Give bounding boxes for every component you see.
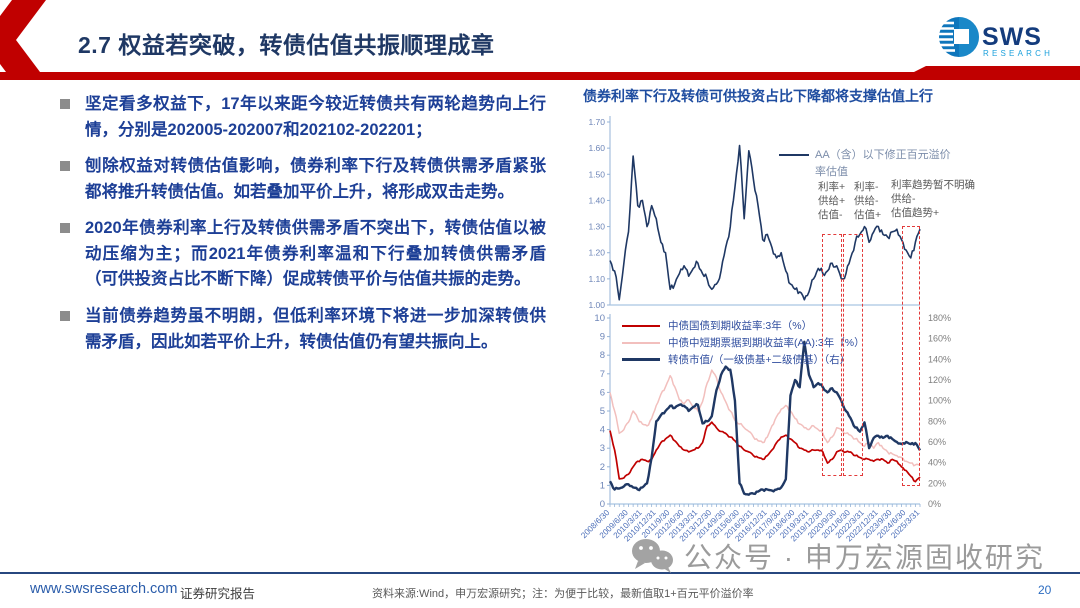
legend-line-sample bbox=[622, 341, 660, 344]
legend-line-sample bbox=[622, 358, 660, 361]
bullet-marker bbox=[60, 161, 70, 172]
legend-line-sample bbox=[779, 154, 809, 180]
svg-text:100%: 100% bbox=[928, 396, 951, 406]
legend-label: 中债中短期票据到期收益率(AA):3年（%） bbox=[668, 337, 865, 349]
svg-text:0: 0 bbox=[600, 499, 605, 510]
bottom-chart-legend: 中债国债到期收益率:3年（%） 中债中短期票据到期收益率(AA):3年（%） 转… bbox=[622, 317, 865, 368]
bullet-list: 坚定看多权益下，17年以来距今较近转债共有两轮趋势向上行情，分别是202005-… bbox=[60, 92, 546, 366]
logo-text: SWS bbox=[982, 23, 1042, 51]
svg-text:4: 4 bbox=[600, 425, 605, 436]
legend-row: 转债市值/（一级债基+二级债基）（右） bbox=[622, 351, 865, 368]
bullet-item: 刨除权益对转债估值影响，债券利率下行及转债供需矛盾紧张都将推升转债估值。如若叠加… bbox=[60, 154, 546, 205]
top-chart-legend: AA（含）以下修正百元溢价率估值 bbox=[779, 147, 955, 180]
bullet-text: 坚定看多权益下，17年以来距今较近转债共有两轮趋势向上行情，分别是202005-… bbox=[85, 95, 546, 139]
svg-text:120%: 120% bbox=[928, 375, 951, 385]
source-note: 资料来源:Wind，申万宏源研究；注：为便于比较，最新值取1+百元平价溢价率 bbox=[372, 588, 754, 600]
svg-text:1.50: 1.50 bbox=[588, 169, 605, 179]
legend-row: 中债中短期票据到期收益率(AA):3年（%） bbox=[622, 334, 865, 351]
report-type-label: 证券研究报告 bbox=[180, 587, 256, 601]
header-chevron-decoration bbox=[0, 0, 46, 80]
legend-label: 转债市值/（一级债基+二级债基）（右） bbox=[668, 354, 851, 366]
annotation-group-2: 利率- 供给- 估值+ bbox=[854, 181, 882, 221]
bullet-item: 2020年债券利率上行及转债供需矛盾不突出下，转债估值以被动压缩为主；而2021… bbox=[60, 216, 546, 293]
svg-text:10: 10 bbox=[594, 313, 605, 324]
bullet-text: 刨除权益对转债估值影响，债券利率下行及转债供需矛盾紧张都将推升转债估值。如若叠加… bbox=[85, 157, 546, 201]
page-number: 20 bbox=[1038, 583, 1052, 597]
annotation-group-3: 利率趋势暂不明确 供给- 估值趋势+ bbox=[891, 179, 975, 219]
svg-text:3: 3 bbox=[600, 443, 605, 454]
bullet-text: 当前债券趋势虽不明朗，但低利率环境下将进一步加深转债供需矛盾，因此如若平价上升，… bbox=[85, 306, 546, 351]
website-link: www.swsresearch.com bbox=[30, 581, 178, 597]
legend-label: AA（含）以下修正百元溢价率估值 bbox=[815, 149, 951, 178]
bottom-line-chart: 0123456789100%20%40%60%80%100%120%140%16… bbox=[579, 313, 951, 543]
header-divider bbox=[0, 66, 1080, 80]
svg-text:8: 8 bbox=[600, 350, 605, 361]
logo-subtext: RESEARCH bbox=[983, 49, 1053, 58]
svg-text:1.00: 1.00 bbox=[588, 300, 605, 310]
svg-text:40%: 40% bbox=[928, 458, 946, 468]
svg-text:1.60: 1.60 bbox=[588, 143, 605, 153]
bullet-marker bbox=[60, 223, 70, 234]
footer-divider bbox=[0, 572, 1080, 574]
page-title: 2.7 权益若突破，转债估值共振顺理成章 bbox=[78, 32, 495, 58]
sws-research-logo: SWS RESEARCH bbox=[938, 17, 1053, 58]
logo-globe-icon bbox=[938, 17, 979, 57]
svg-text:5: 5 bbox=[600, 406, 605, 417]
legend-label: 中债国债到期收益率:3年（%） bbox=[668, 320, 813, 332]
svg-text:160%: 160% bbox=[928, 334, 951, 344]
annotation-group-1: 利率+ 供给+ 估值- bbox=[818, 181, 846, 221]
wechat-icon bbox=[632, 539, 673, 573]
svg-text:1.70: 1.70 bbox=[588, 117, 605, 127]
svg-text:1: 1 bbox=[600, 480, 605, 491]
svg-text:0%: 0% bbox=[928, 499, 941, 509]
svg-text:1.30: 1.30 bbox=[588, 222, 605, 232]
svg-text:180%: 180% bbox=[928, 313, 951, 323]
svg-text:80%: 80% bbox=[928, 416, 946, 426]
highlight-box-2 bbox=[843, 234, 863, 476]
svg-text:1.40: 1.40 bbox=[588, 195, 605, 205]
svg-text:20%: 20% bbox=[928, 478, 946, 488]
svg-text:9: 9 bbox=[600, 332, 605, 343]
highlight-box-3 bbox=[902, 226, 920, 486]
watermark-text: 公众号 · 申万宏源固收研究 bbox=[684, 542, 1045, 573]
svg-text:60%: 60% bbox=[928, 437, 946, 447]
svg-text:7: 7 bbox=[600, 369, 605, 380]
highlight-box-1 bbox=[822, 234, 842, 476]
bullet-item: 当前债券趋势虽不明朗，但低利率环境下将进一步加深转债供需矛盾，因此如若平价上升，… bbox=[60, 304, 546, 355]
watermark: 公众号 · 申万宏源固收研究 bbox=[630, 536, 1045, 576]
legend-row: 中债国债到期收益率:3年（%） bbox=[622, 317, 865, 334]
svg-text:2: 2 bbox=[600, 462, 605, 473]
legend-line-sample bbox=[622, 324, 660, 327]
bullet-text: 2020年债券利率上行及转债供需矛盾不突出下，转债估值以被动压缩为主；而2021… bbox=[85, 219, 546, 289]
bullet-marker bbox=[60, 310, 70, 321]
bullet-item: 坚定看多权益下，17年以来距今较近转债共有两轮趋势向上行情，分别是202005-… bbox=[60, 92, 546, 143]
svg-text:1.20: 1.20 bbox=[588, 248, 605, 258]
svg-text:6: 6 bbox=[600, 387, 605, 398]
chart-title: 债券利率下行及转债可供投资占比下降都将支撑估值上行 bbox=[583, 88, 933, 104]
bullet-marker bbox=[60, 99, 70, 109]
top-line-chart: 1.00 1.10 1.20 1.30 1.40 1.50 1.60 1.70 bbox=[588, 116, 921, 310]
svg-text:1.10: 1.10 bbox=[588, 274, 605, 284]
svg-text:140%: 140% bbox=[928, 354, 951, 364]
